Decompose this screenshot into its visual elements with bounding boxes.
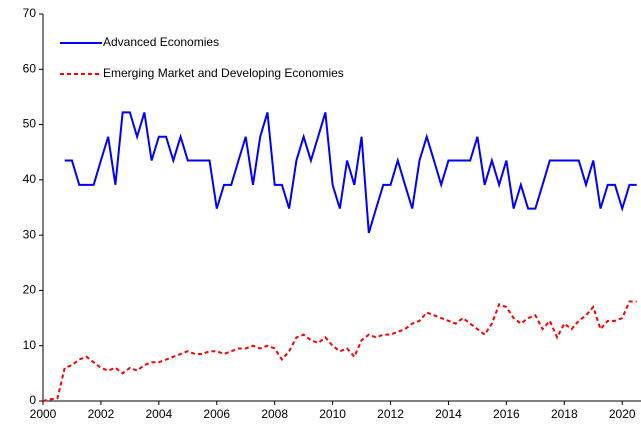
x-tick-label: 2012 bbox=[377, 407, 404, 421]
y-tick-label: 30 bbox=[23, 227, 37, 241]
y-tick-label: 40 bbox=[23, 172, 37, 186]
y-tick-label: 70 bbox=[23, 6, 37, 20]
series-line bbox=[43, 300, 637, 402]
x-tick-label: 2002 bbox=[88, 407, 115, 421]
y-tick-label: 0 bbox=[29, 393, 36, 407]
x-tick-label: 2020 bbox=[609, 407, 636, 421]
plot-area bbox=[43, 111, 637, 402]
series-line bbox=[64, 111, 637, 234]
x-tick-label: 2008 bbox=[261, 407, 288, 421]
y-tick-label: 50 bbox=[23, 117, 37, 131]
legend-label: Emerging Market and Developing Economies bbox=[103, 66, 344, 80]
x-tick-label: 2014 bbox=[435, 407, 462, 421]
y-tick-label: 60 bbox=[23, 61, 37, 75]
x-tick-label: 2016 bbox=[493, 407, 520, 421]
y-tick-label: 10 bbox=[23, 338, 37, 352]
legend-label: Advanced Economies bbox=[103, 35, 219, 49]
x-tick-label: 2006 bbox=[203, 407, 230, 421]
x-tick-label: 2010 bbox=[319, 407, 346, 421]
x-tick-label: 2018 bbox=[551, 407, 578, 421]
x-tick-label: 2000 bbox=[30, 407, 57, 421]
y-tick-label: 20 bbox=[23, 283, 37, 297]
x-tick-label: 2004 bbox=[145, 407, 172, 421]
